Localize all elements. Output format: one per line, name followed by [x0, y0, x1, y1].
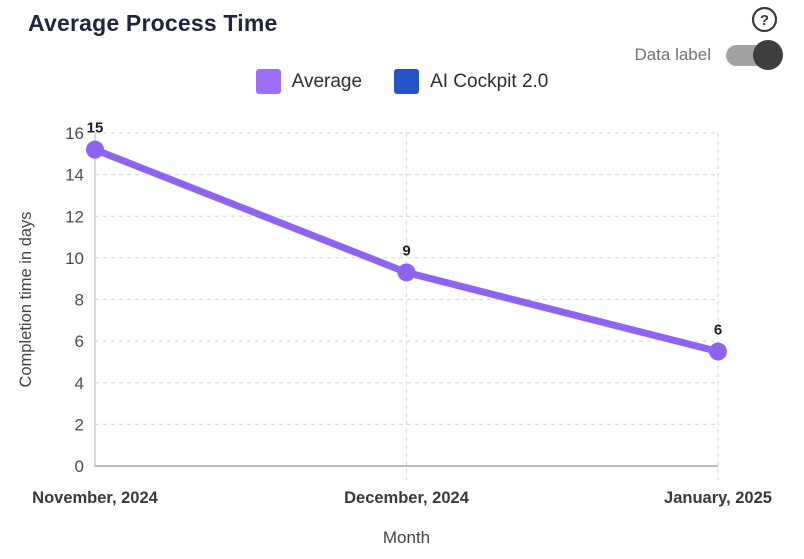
y-tick-label: 8	[75, 291, 84, 310]
y-tick-label: 4	[75, 374, 84, 393]
legend-swatch-icon	[255, 69, 281, 94]
data-point[interactable]	[86, 140, 104, 159]
y-tick-label: 14	[65, 166, 84, 185]
y-axis-title: Completion time in days	[17, 211, 35, 387]
data-point[interactable]	[709, 342, 727, 361]
data-point-label: 9	[402, 242, 410, 259]
y-tick-label: 10	[65, 249, 84, 268]
legend-label: AI Cockpit 2.0	[430, 70, 549, 92]
page-title: Average Process Time	[28, 10, 278, 36]
x-category-label: December, 2024	[344, 489, 470, 507]
legend-swatch-icon	[394, 69, 420, 94]
legend-label: Average	[291, 70, 363, 92]
svg-text:?: ?	[760, 12, 769, 29]
x-axis-title: Month	[383, 528, 430, 547]
y-tick-label: 12	[65, 207, 84, 226]
data-label-toggle[interactable]	[726, 39, 783, 70]
chart-canvas: 0 2 4 6 8 10 12 14 16 15 9 6 November, 2024 December,…	[17, 120, 772, 547]
x-category-label: November, 2024	[32, 489, 158, 507]
line-chart: 0 2 4 6 8 10 12 14 16 15 9 6 November, 2024 December,…	[0, 104, 804, 554]
question-mark-circle-icon: ?	[751, 6, 778, 33]
y-tick-label: 16	[65, 124, 84, 143]
y-tick-label: 6	[75, 332, 84, 351]
help-icon[interactable]: ?	[751, 6, 778, 33]
toggle-knob-icon	[753, 39, 783, 70]
data-point[interactable]	[397, 263, 416, 282]
y-tick-label: 2	[75, 415, 84, 434]
data-label-control: Data label	[634, 39, 783, 70]
data-point-label: 15	[87, 120, 104, 137]
y-tick-label: 0	[75, 457, 84, 476]
chart-legend: Average AI Cockpit 2.0	[0, 69, 804, 94]
legend-item-average[interactable]: Average	[255, 69, 363, 94]
data-point-label: 6	[714, 322, 722, 339]
x-category-label: January, 2025	[664, 489, 772, 507]
legend-item-ai-cockpit[interactable]: AI Cockpit 2.0	[394, 69, 548, 94]
data-label-toggle-label: Data label	[634, 45, 711, 64]
